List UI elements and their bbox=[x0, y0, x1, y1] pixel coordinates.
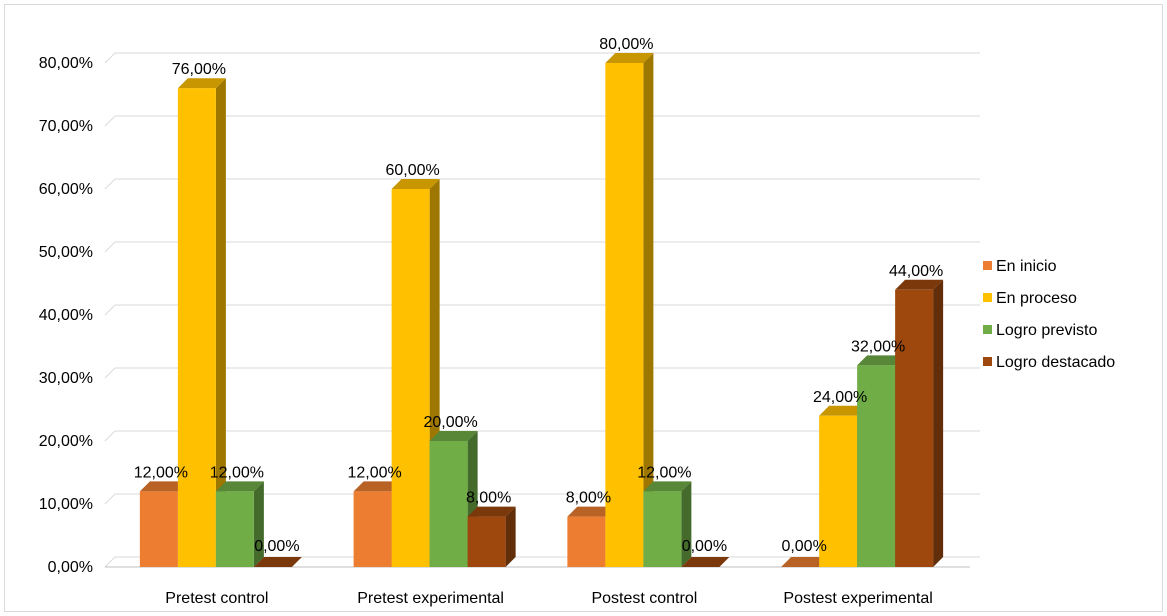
chart-frame: 0,00% 10,00% 20,00% 30,00% 40,00% 50,00% 60,00… bbox=[4, 4, 1163, 612]
bar bbox=[467, 516, 506, 567]
bar-side bbox=[505, 506, 516, 567]
bar-side bbox=[933, 279, 944, 567]
bar-top bbox=[467, 506, 516, 517]
bar bbox=[139, 491, 178, 567]
bar-top bbox=[895, 279, 944, 290]
bar-top bbox=[781, 557, 830, 567]
y-tick-label: 60,00% bbox=[39, 181, 93, 198]
y-tick-label: 0,00% bbox=[48, 559, 93, 576]
legend-label: En proceso bbox=[996, 290, 1077, 307]
bar-top bbox=[253, 557, 302, 567]
bars bbox=[139, 53, 944, 567]
bar-top bbox=[391, 179, 440, 189]
bar bbox=[391, 189, 430, 567]
bar bbox=[605, 63, 644, 567]
data-label: 12,00% bbox=[210, 464, 264, 481]
gridline-depth bbox=[104, 241, 116, 253]
bar bbox=[819, 415, 858, 567]
legend: En inicio En proceso Logro previsto Logro d… bbox=[983, 258, 1115, 371]
bar bbox=[857, 365, 896, 567]
x-tick-label: Postest experimental bbox=[783, 590, 932, 607]
bar-top bbox=[353, 481, 402, 492]
bar-side bbox=[253, 481, 264, 567]
legend-swatch bbox=[983, 261, 992, 270]
bar-top bbox=[819, 405, 868, 416]
data-label: 8,00% bbox=[466, 490, 511, 507]
bar bbox=[895, 289, 934, 567]
bar-top bbox=[681, 557, 730, 567]
data-label: 24,00% bbox=[813, 389, 867, 406]
y-tick-label: 20,00% bbox=[39, 433, 93, 450]
data-label: 12,00% bbox=[134, 464, 188, 481]
gridline-depth bbox=[104, 430, 116, 442]
data-label: 76,00% bbox=[172, 61, 226, 78]
bar bbox=[353, 491, 392, 567]
gridline-depth bbox=[104, 367, 116, 379]
legend-label: Logro destacado bbox=[996, 354, 1115, 371]
x-tick-label: Postest control bbox=[591, 590, 697, 607]
y-tick-labels: 0,00% 10,00% 20,00% 30,00% 40,00% 50,00% 60,00… bbox=[39, 55, 93, 576]
data-label: 44,00% bbox=[889, 263, 943, 280]
data-label: 0,00% bbox=[781, 538, 826, 555]
bar-top bbox=[429, 431, 478, 441]
bar-top bbox=[215, 481, 264, 492]
bar-top bbox=[177, 78, 226, 89]
gridline-depth bbox=[104, 493, 116, 505]
gridline-depth bbox=[104, 304, 116, 316]
data-label: 0,00% bbox=[254, 538, 299, 555]
y-tick-label: 10,00% bbox=[39, 496, 93, 513]
bar bbox=[177, 88, 216, 567]
bar-top bbox=[857, 355, 906, 366]
legend-label: Logro previsto bbox=[996, 322, 1097, 339]
bar-side bbox=[643, 53, 654, 567]
bar-side bbox=[215, 78, 226, 567]
data-label: 60,00% bbox=[385, 162, 439, 179]
x-tick-label: Pretest experimental bbox=[357, 590, 504, 607]
bar-top bbox=[605, 53, 654, 63]
legend-swatch bbox=[983, 325, 992, 334]
y-tick-label: 70,00% bbox=[39, 118, 93, 135]
x-tick-labels: Pretest control Pretest experimental Poste… bbox=[165, 590, 933, 607]
data-labels: 12,00% 76,00% 12,00% 0,00% 12,00% 60,00% 20,00… bbox=[134, 36, 944, 555]
gridline-depth bbox=[104, 178, 116, 190]
bar bbox=[643, 491, 682, 567]
data-label: 80,00% bbox=[599, 36, 653, 53]
legend-swatch bbox=[983, 357, 992, 366]
y-tick-label: 80,00% bbox=[39, 55, 93, 72]
bar-top bbox=[643, 481, 692, 492]
bar bbox=[215, 491, 254, 567]
data-label: 12,00% bbox=[347, 464, 401, 481]
gridline-depth bbox=[104, 52, 116, 64]
data-label: 20,00% bbox=[423, 414, 477, 431]
data-label: 32,00% bbox=[851, 338, 905, 355]
bar-top bbox=[139, 481, 188, 492]
bar bbox=[567, 516, 606, 567]
bar-chart: 0,00% 10,00% 20,00% 30,00% 40,00% 50,00% 60,00… bbox=[39, 36, 1116, 607]
bar-top bbox=[567, 506, 616, 517]
y-tick-label: 40,00% bbox=[39, 307, 93, 324]
gridline-depth bbox=[104, 556, 116, 568]
legend-swatch bbox=[983, 293, 992, 302]
y-tick-label: 50,00% bbox=[39, 244, 93, 261]
y-tick-label: 30,00% bbox=[39, 370, 93, 387]
data-label: 12,00% bbox=[637, 464, 691, 481]
data-label: 8,00% bbox=[566, 490, 611, 507]
bar bbox=[429, 441, 468, 567]
gridline-depth bbox=[104, 115, 116, 127]
bar-side bbox=[681, 481, 692, 567]
legend-label: En inicio bbox=[996, 258, 1057, 275]
data-label: 0,00% bbox=[682, 538, 727, 555]
x-tick-label: Pretest control bbox=[165, 590, 268, 607]
